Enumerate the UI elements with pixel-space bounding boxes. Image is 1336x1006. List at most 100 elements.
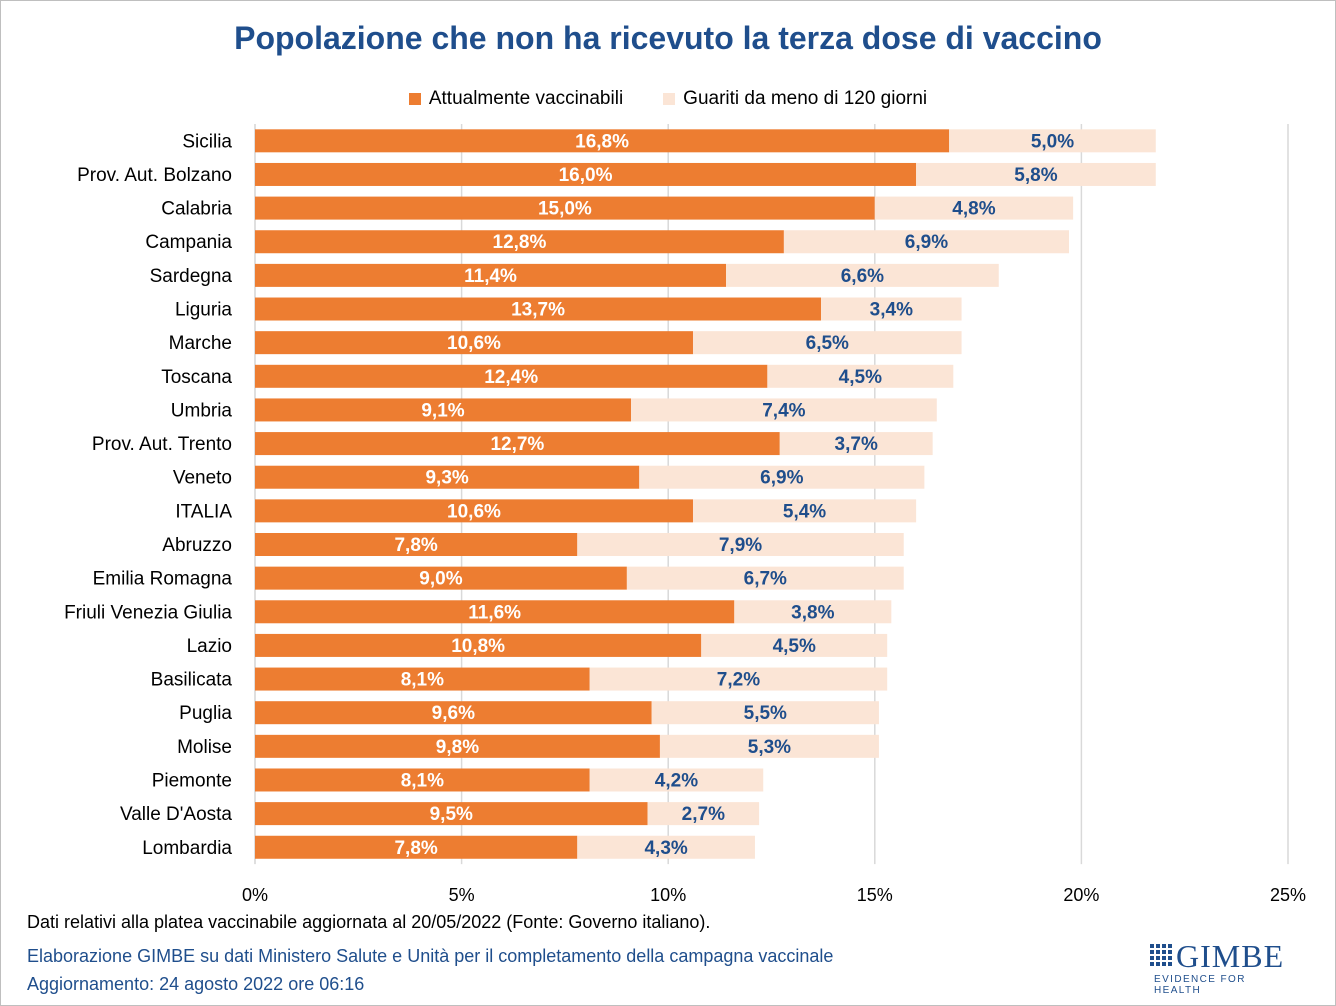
data-label-vaccinabili: 11,4% bbox=[464, 266, 517, 287]
data-label-guariti: 6,5% bbox=[806, 333, 849, 354]
legend-label-guariti: Guariti da meno di 120 giorni bbox=[683, 88, 928, 109]
data-label-guariti: 6,6% bbox=[841, 266, 884, 287]
bar-guariti bbox=[626, 566, 904, 590]
legend-item-guariti: Guariti da meno di 120 giorni bbox=[663, 88, 927, 110]
bar-guariti bbox=[949, 129, 1156, 153]
y-category-label: Lazio bbox=[187, 636, 232, 657]
data-label-vaccinabili: 10,6% bbox=[447, 333, 501, 354]
y-category-label: Basilicata bbox=[151, 670, 233, 691]
data-label-vaccinabili: 7,8% bbox=[394, 838, 437, 859]
data-label-guariti: 7,2% bbox=[717, 670, 760, 691]
bar-guariti bbox=[647, 802, 760, 826]
y-category-label: Prov. Aut. Trento bbox=[92, 434, 232, 455]
data-label-guariti: 6,9% bbox=[760, 468, 803, 489]
x-tick-label: 10% bbox=[650, 885, 686, 905]
data-label-vaccinabili: 11,6% bbox=[468, 602, 521, 623]
bar-vaccinabili bbox=[255, 331, 693, 355]
bar-vaccinabili bbox=[255, 499, 693, 523]
y-category-label: ITALIA bbox=[175, 501, 232, 522]
bar-vaccinabili bbox=[255, 263, 727, 287]
bar-vaccinabili bbox=[255, 364, 768, 388]
x-tick-label: 5% bbox=[449, 885, 475, 905]
bar-guariti bbox=[577, 533, 904, 556]
y-category-label: Abruzzo bbox=[162, 535, 232, 556]
y-category-label: Sicilia bbox=[182, 131, 232, 152]
data-label-vaccinabili: 16,0% bbox=[559, 165, 613, 186]
y-category-label: Liguria bbox=[175, 300, 232, 321]
bar-vaccinabili bbox=[255, 162, 917, 186]
footer-update-note: Aggiornamento: 24 agosto 2022 ore 06:16 bbox=[27, 974, 365, 994]
bar-guariti bbox=[589, 667, 888, 691]
gimbe-logo-tagline: EVIDENCE FOR HEALTH bbox=[1154, 974, 1246, 996]
bar-guariti bbox=[639, 465, 925, 489]
legend-swatch-vaccinabili bbox=[408, 93, 421, 105]
legend-label-vaccinabili: Attualmente vaccinabili bbox=[428, 88, 624, 109]
y-category-label: Veneto bbox=[173, 468, 232, 489]
bar-vaccinabili bbox=[255, 297, 822, 321]
y-category-label: Calabria bbox=[161, 199, 232, 220]
data-label-guariti: 7,4% bbox=[762, 400, 805, 421]
y-category-label: Sardegna bbox=[150, 266, 233, 287]
y-category-label: Prov. Aut. Bolzano bbox=[77, 165, 232, 186]
gimbe-logo: GIMBE EVIDENCE FOR HEALTH bbox=[1150, 938, 1290, 996]
bar-vaccinabili bbox=[255, 835, 578, 859]
bar-vaccinabili bbox=[255, 533, 578, 556]
chart-title: Popolazione che non ha ricevuto la terza… bbox=[234, 20, 1102, 56]
footer-elaboration-note: Elaborazione GIMBE su dati Ministero Sal… bbox=[27, 946, 834, 966]
bar-guariti bbox=[783, 230, 1070, 254]
bar-guariti bbox=[659, 734, 879, 758]
y-category-label: Piemonte bbox=[152, 770, 232, 791]
bar-vaccinabili bbox=[255, 701, 652, 725]
data-label-vaccinabili: 15,0% bbox=[538, 199, 592, 220]
data-label-guariti: 4,8% bbox=[952, 199, 995, 220]
data-label-guariti: 5,4% bbox=[783, 501, 826, 522]
data-label-guariti: 3,7% bbox=[835, 434, 878, 455]
bar-guariti bbox=[821, 297, 962, 321]
legend-item-vaccinabili: Attualmente vaccinabili bbox=[408, 88, 624, 110]
y-category-label: Marche bbox=[169, 333, 232, 354]
data-label-vaccinabili: 10,6% bbox=[447, 501, 501, 522]
data-label-guariti: 2,7% bbox=[682, 804, 725, 825]
data-label-vaccinabili: 9,5% bbox=[430, 804, 473, 825]
data-label-guariti: 5,3% bbox=[748, 737, 791, 758]
x-tick-label: 15% bbox=[857, 885, 893, 905]
bar-guariti bbox=[692, 499, 917, 523]
data-label-guariti: 5,0% bbox=[1031, 131, 1074, 152]
bar-guariti bbox=[916, 162, 1156, 186]
data-label-guariti: 3,4% bbox=[870, 300, 913, 321]
bar-vaccinabili bbox=[255, 432, 780, 456]
y-category-label: Valle D'Aosta bbox=[120, 804, 232, 825]
data-label-vaccinabili: 8,1% bbox=[401, 770, 444, 791]
data-label-vaccinabili: 10,8% bbox=[451, 636, 505, 657]
bar-vaccinabili bbox=[255, 398, 632, 422]
bar-vaccinabili bbox=[255, 802, 648, 826]
data-label-vaccinabili: 7,8% bbox=[394, 535, 437, 556]
bar-guariti bbox=[589, 768, 764, 792]
data-label-guariti: 4,5% bbox=[839, 367, 882, 388]
gimbe-grid-icon bbox=[1150, 944, 1172, 966]
y-category-label: Toscana bbox=[161, 367, 232, 388]
y-category-label: Lombardia bbox=[142, 838, 232, 859]
bar-guariti bbox=[651, 701, 879, 725]
y-category-label: Puglia bbox=[179, 703, 232, 724]
bar-vaccinabili bbox=[255, 230, 784, 254]
bar-vaccinabili bbox=[255, 600, 735, 624]
data-label-vaccinabili: 9,0% bbox=[419, 569, 462, 590]
data-label-guariti: 3,8% bbox=[791, 602, 834, 623]
bar-guariti bbox=[779, 432, 933, 456]
data-label-vaccinabili: 12,8% bbox=[493, 232, 547, 253]
data-label-guariti: 6,7% bbox=[744, 569, 787, 590]
bar-guariti bbox=[577, 835, 755, 859]
bar-vaccinabili bbox=[255, 566, 627, 590]
bar-guariti bbox=[734, 600, 892, 624]
y-category-label: Molise bbox=[177, 737, 232, 758]
bar-guariti bbox=[701, 633, 888, 657]
data-label-guariti: 4,2% bbox=[655, 770, 698, 791]
bar-vaccinabili bbox=[255, 129, 950, 153]
data-label-guariti: 5,8% bbox=[1014, 165, 1057, 186]
bar-vaccinabili bbox=[255, 667, 590, 691]
data-label-vaccinabili: 12,7% bbox=[490, 434, 544, 455]
data-label-vaccinabili: 9,1% bbox=[421, 400, 464, 421]
data-label-guariti: 5,5% bbox=[744, 703, 787, 724]
legend-swatch-guariti bbox=[663, 93, 676, 105]
